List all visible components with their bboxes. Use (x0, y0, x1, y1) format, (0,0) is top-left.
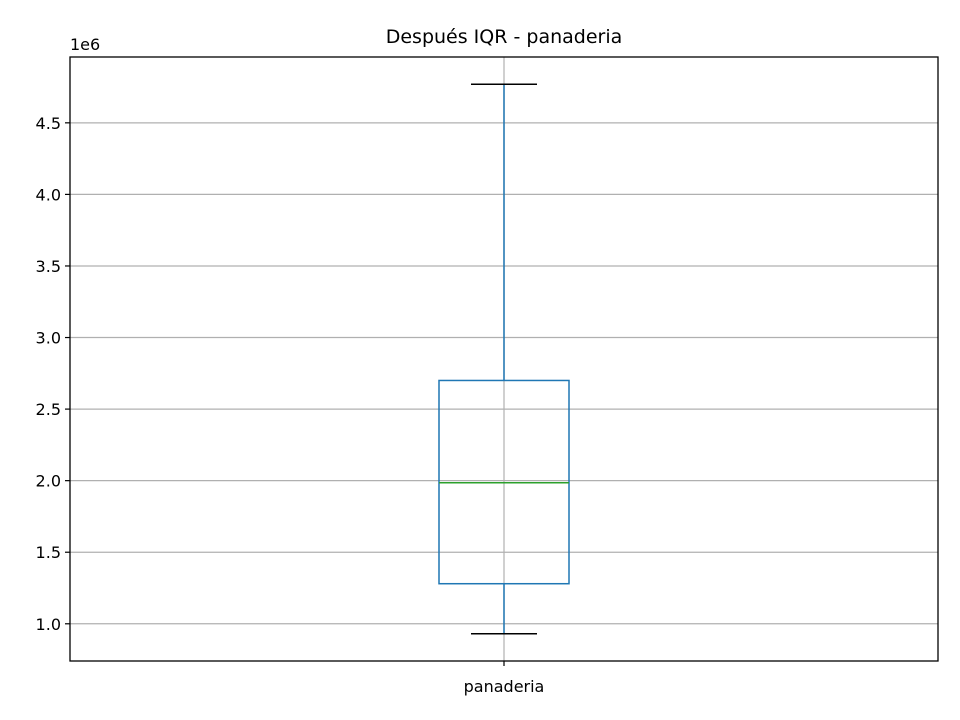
plot-frame (69, 56, 939, 662)
axes: 1.0 1.5 2.0 2.5 3.0 3.5 4.0 4.5 panaderia (36, 114, 545, 696)
y-tick-label: 3.0 (36, 329, 61, 348)
y-tick-label: 3.5 (36, 257, 61, 276)
y-tick-label: 1.5 (36, 543, 61, 562)
y-tick-label: 4.5 (36, 114, 61, 133)
y-axis-offset-label: 1e6 (70, 35, 100, 54)
y-tick-label: 2.5 (36, 400, 61, 419)
y-tick-label: 2.0 (36, 472, 61, 491)
y-tick-label: 4.0 (36, 185, 61, 204)
y-tick-label: 1.0 (36, 615, 61, 634)
chart-title: Después IQR - panaderia (386, 26, 623, 48)
x-tick-label: panaderia (464, 677, 545, 696)
box-layer (438, 83, 570, 635)
